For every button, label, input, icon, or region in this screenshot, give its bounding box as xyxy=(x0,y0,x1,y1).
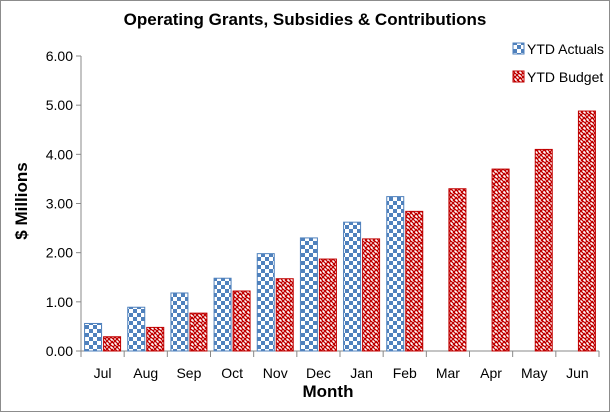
y-tick-label: 0.00 xyxy=(46,343,73,359)
y-tick-label: 3.00 xyxy=(46,196,73,212)
legend: YTD Actuals YTD Budget xyxy=(512,41,604,85)
bar-ytd-budget-aug xyxy=(146,326,165,352)
x-tick-label-nov: Nov xyxy=(263,365,288,381)
x-tick-label-sep: Sep xyxy=(176,365,201,381)
y-tick-label: 2.00 xyxy=(46,245,73,261)
bar-ytd-actuals-nov xyxy=(256,253,275,352)
bars xyxy=(84,110,596,352)
bar-ytd-actuals-dec xyxy=(299,237,318,352)
bar-ytd-budget-dec xyxy=(318,258,337,352)
y-tick-label: 5.00 xyxy=(46,97,73,113)
x-tick-label-apr: Apr xyxy=(480,365,502,381)
bar-ytd-budget-apr xyxy=(491,168,510,352)
y-axis: 0.00 1.00 2.00 3.00 4.00 5.00 6.00 xyxy=(46,48,82,359)
y-tick-label: 6.00 xyxy=(46,48,73,64)
x-tick-label-jun: Jun xyxy=(566,365,589,381)
bar-ytd-actuals-aug xyxy=(127,306,146,352)
bar-ytd-actuals-feb xyxy=(386,196,405,352)
x-tick-label-aug: Aug xyxy=(133,365,158,381)
chart-title: Operating Grants, Subsidies & Contributi… xyxy=(124,10,487,29)
x-tick-label-oct: Oct xyxy=(221,365,243,381)
legend-swatch-ytd-budget xyxy=(512,70,525,83)
y-axis-title: $ Millions xyxy=(12,162,31,239)
x-tick-label-may: May xyxy=(521,365,547,381)
x-tick-label-dec: Dec xyxy=(306,365,331,381)
legend-label-ytd-budget: YTD Budget xyxy=(527,69,603,85)
legend-label-ytd-actuals: YTD Actuals xyxy=(527,41,604,57)
y-tick-label: 4.00 xyxy=(46,146,73,162)
bar-ytd-budget-jul xyxy=(103,336,122,352)
bar-ytd-budget-nov xyxy=(275,278,294,352)
x-tick-label-jan: Jan xyxy=(350,365,373,381)
bar-ytd-actuals-jul xyxy=(84,322,103,352)
bar-ytd-budget-feb xyxy=(405,210,424,352)
bar-ytd-budget-sep xyxy=(189,312,208,352)
bar-ytd-budget-jun xyxy=(577,110,596,352)
bar-ytd-actuals-oct xyxy=(213,277,232,352)
x-tick-label-mar: Mar xyxy=(436,365,460,381)
x-axis-title: Month xyxy=(303,382,354,401)
x-tick-label-feb: Feb xyxy=(393,365,417,381)
bar-ytd-actuals-jan xyxy=(343,221,362,352)
x-axis: Jul Aug Sep Oct Nov Dec Jan Feb Mar Apr May Jun xyxy=(80,350,600,381)
bar-ytd-budget-oct xyxy=(232,290,251,352)
y-tick-label: 1.00 xyxy=(46,294,73,310)
legend-swatch-ytd-actuals xyxy=(512,42,525,55)
bar-ytd-budget-jan xyxy=(362,238,381,352)
bar-ytd-actuals-sep xyxy=(170,292,189,352)
x-tick-label-jul: Jul xyxy=(94,365,112,381)
bar-ytd-budget-mar xyxy=(448,188,467,352)
bar-ytd-budget-may xyxy=(534,148,553,352)
